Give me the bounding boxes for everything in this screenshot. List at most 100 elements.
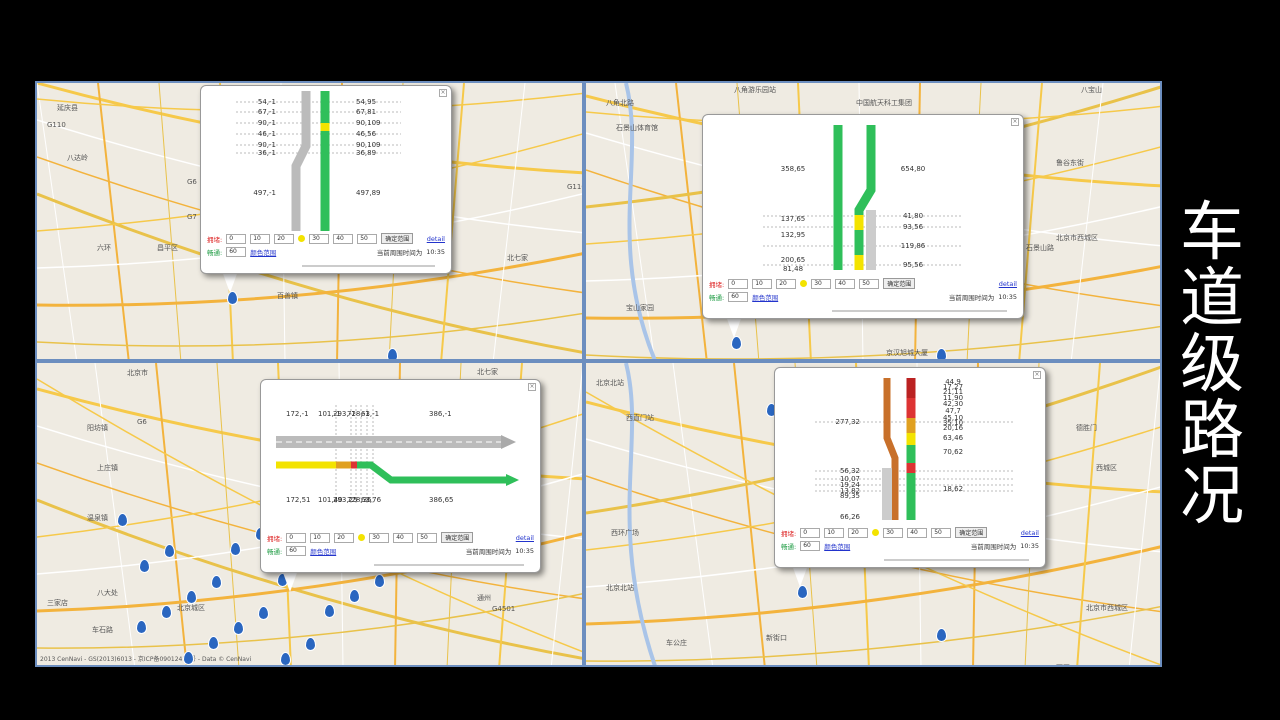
- threshold-input[interactable]: 30: [811, 278, 832, 289]
- map-label: 北京市西城区: [1086, 604, 1128, 612]
- threshold-input[interactable]: 40: [393, 532, 414, 543]
- road: [586, 325, 1160, 359]
- threshold-input[interactable]: 10: [752, 278, 773, 289]
- lane-label: 13,82: [839, 487, 860, 495]
- threshold-input[interactable]: 60: [800, 540, 821, 551]
- confirm-button[interactable]: 确定范围: [441, 532, 474, 543]
- threshold-input[interactable]: 0: [286, 532, 307, 543]
- time-slider[interactable]: [373, 564, 524, 566]
- lane-segment: [906, 378, 916, 398]
- lane-label: 119,86: [900, 242, 926, 250]
- road: [550, 367, 582, 665]
- road: [1128, 367, 1160, 665]
- lane-label: 42,30: [942, 400, 964, 408]
- road: [614, 83, 655, 359]
- time-slider[interactable]: [302, 265, 435, 267]
- lane-label: 358,65: [780, 165, 806, 173]
- map-pin: [186, 590, 197, 604]
- lane-popup: × 277,32 56,32 10,07 19,24 13,82 89,35 66,26 44,…: [774, 367, 1046, 568]
- detail-link[interactable]: detail: [426, 234, 445, 243]
- color-range-link[interactable]: 颜色范围: [310, 547, 337, 556]
- confirm-button[interactable]: 确定范围: [381, 233, 414, 244]
- map-label: 京汉旭城大厦: [886, 349, 928, 357]
- close-button[interactable]: ×: [1011, 118, 1019, 126]
- threshold-input[interactable]: 50: [931, 527, 952, 538]
- smooth-label: 畅通:: [781, 542, 797, 551]
- map-pin: [731, 336, 742, 350]
- threshold-input[interactable]: 40: [907, 527, 928, 538]
- river: [624, 363, 657, 665]
- threshold-input[interactable]: 20: [334, 532, 355, 543]
- road: [37, 192, 582, 354]
- controls-row: 畅通: 60 颜色范围 当前周围时间为 10:35: [709, 291, 1017, 302]
- detail-link[interactable]: detail: [1020, 528, 1039, 537]
- smooth-label: 畅通:: [207, 248, 223, 257]
- threshold-input[interactable]: 0: [728, 278, 749, 289]
- threshold-input[interactable]: 60: [286, 545, 307, 556]
- close-button[interactable]: ×: [1033, 371, 1041, 379]
- time-slider[interactable]: [884, 559, 1029, 561]
- confirm-button[interactable]: 确定范围: [955, 527, 988, 538]
- lane-popup: × 358,65 137,65 132,95 200,65 81,48 654,80 41,8…: [702, 114, 1024, 319]
- close-button[interactable]: ×: [439, 89, 447, 97]
- map-label: 车公庄: [666, 639, 687, 647]
- threshold-input[interactable]: 60: [728, 291, 749, 302]
- lane-label: 90,-1: [257, 119, 276, 127]
- lane-label: 63,46: [942, 434, 964, 442]
- lane-label: 200,65: [780, 256, 806, 264]
- threshold-input[interactable]: 50: [859, 278, 880, 289]
- close-button[interactable]: ×: [528, 383, 536, 391]
- map-panel: 八角游乐园站 八宝山 石景山体育馆 八角北路 中国航天科工集团 鲁谷东街 京汉旭城大厦 宝山家…: [584, 81, 1162, 361]
- lane-label: 101,-1: [318, 410, 341, 418]
- color-range-link[interactable]: 颜色范围: [752, 293, 779, 302]
- lane-label: 172,51: [286, 496, 311, 504]
- color-range-link[interactable]: 颜色范围: [250, 248, 277, 257]
- lane-label: 21,11: [942, 388, 964, 396]
- lane-label: 17,27: [942, 383, 964, 391]
- threshold-input[interactable]: 10: [824, 527, 845, 538]
- map-pin: [230, 542, 241, 556]
- threshold-input[interactable]: 60: [226, 246, 247, 257]
- map-label: 新街口: [766, 634, 787, 642]
- threshold-input[interactable]: 10: [250, 233, 271, 244]
- controls-row: 畅通: 60 颜色范围 当前周围时间为 10:35: [267, 545, 534, 556]
- threshold-input[interactable]: 0: [800, 527, 821, 538]
- map-label: 八角游乐园站: [734, 86, 776, 94]
- map-label: 八角北路: [606, 99, 634, 107]
- smooth-label: 畅通:: [709, 293, 725, 302]
- popup-controls: 拥堵: 0 10 20 30 40 50 确定范围 detail 畅通: 60 颜色范围 当前周围时间为…: [207, 233, 445, 269]
- threshold-input[interactable]: 30: [369, 532, 390, 543]
- map-pin: [183, 651, 194, 665]
- detail-link[interactable]: detail: [515, 533, 534, 542]
- confirm-button[interactable]: 确定范围: [883, 278, 916, 289]
- map-panel: G110G6G7G45G110百善镇沙河镇昌平区延庆县八达岭六环北七家×54,-…: [35, 81, 584, 361]
- threshold-input[interactable]: 20: [848, 527, 869, 538]
- threshold-input[interactable]: 50: [357, 233, 378, 244]
- threshold-input[interactable]: 20: [274, 233, 295, 244]
- threshold-input[interactable]: 30: [309, 233, 330, 244]
- map-pin: [387, 348, 398, 359]
- color-range-link[interactable]: 颜色范围: [824, 542, 851, 551]
- detail-link[interactable]: detail: [998, 279, 1017, 288]
- map-label: 北七家: [477, 368, 498, 376]
- popup-controls: 拥堵: 0 10 20 30 40 50 确定范围 detail 畅通: 60 颜色范围 当前周围时间为…: [709, 278, 1017, 314]
- map-label: 北京城区: [177, 604, 205, 612]
- threshold-input[interactable]: 30: [883, 527, 904, 538]
- lane: [883, 378, 899, 520]
- map-label: 上庄镇: [97, 464, 118, 472]
- threshold-input[interactable]: 50: [417, 532, 438, 543]
- threshold-input[interactable]: 20: [776, 278, 797, 289]
- lane-diagram: [815, 378, 1015, 520]
- map-label: 三家店: [47, 599, 68, 607]
- map-label: 温泉镇: [87, 514, 108, 522]
- time-slider[interactable]: [832, 310, 1007, 312]
- threshold-input[interactable]: 0: [226, 233, 247, 244]
- threshold-input[interactable]: 10: [310, 532, 331, 543]
- popup-tail: [222, 271, 238, 293]
- lane-arrow: [506, 474, 519, 486]
- lane-label: 101,40: [318, 496, 343, 504]
- lane-diagram: [276, 405, 519, 505]
- threshold-input[interactable]: 40: [333, 233, 354, 244]
- lane-label: 45,10: [942, 414, 964, 422]
- threshold-input[interactable]: 40: [835, 278, 856, 289]
